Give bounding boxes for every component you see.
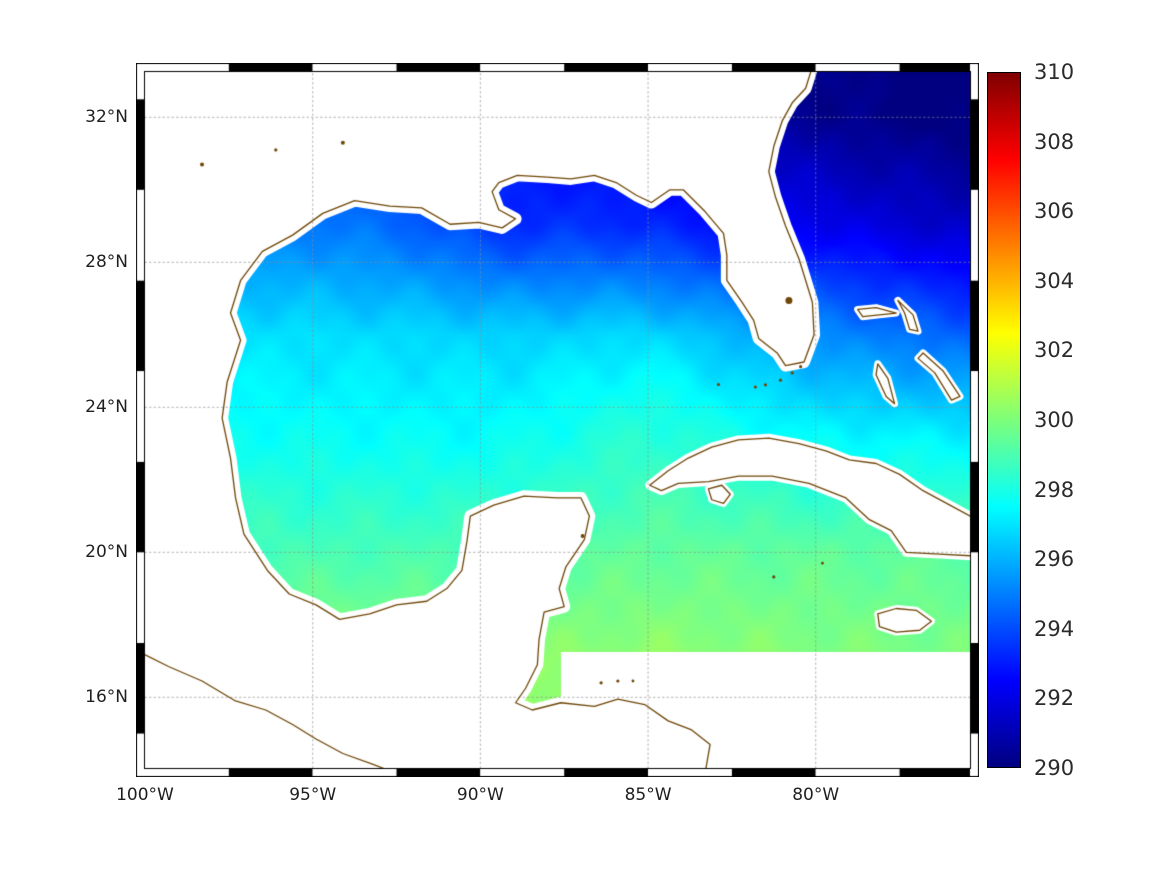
colorbar-tick-label: 294	[1034, 616, 1075, 641]
y-tick-label: 16°N	[85, 687, 128, 708]
x-tick-label: 100°W	[116, 785, 174, 805]
y-tick-label: 24°N	[85, 397, 128, 418]
colorbar-tick-label: 304	[1034, 268, 1075, 293]
x-tick-label: 90°W	[456, 785, 504, 805]
x-tick-label: 80°W	[792, 785, 840, 805]
colorbar-tick-label: 302	[1034, 338, 1075, 363]
colorbar-tick-label: 290	[1034, 756, 1075, 780]
colorbar	[987, 72, 1021, 768]
y-tick-label: 20°N	[85, 542, 128, 563]
map-canvas	[136, 63, 979, 777]
colorbar-tick-label: 310	[1034, 60, 1075, 84]
colorbar-tick-label: 296	[1034, 547, 1075, 572]
colorbar-tick-label: 298	[1034, 477, 1075, 502]
y-tick-label: 28°N	[85, 252, 128, 273]
colorbar-tick-label: 300	[1034, 408, 1075, 432]
y-tick-label: 32°N	[85, 107, 128, 128]
colorbar-tick-label: 306	[1034, 199, 1075, 224]
colorbar-tick-label: 292	[1034, 686, 1075, 711]
x-tick-label: 85°W	[624, 785, 672, 805]
colorbar-tick-label: 308	[1034, 129, 1075, 154]
x-tick-label: 95°W	[289, 785, 337, 805]
